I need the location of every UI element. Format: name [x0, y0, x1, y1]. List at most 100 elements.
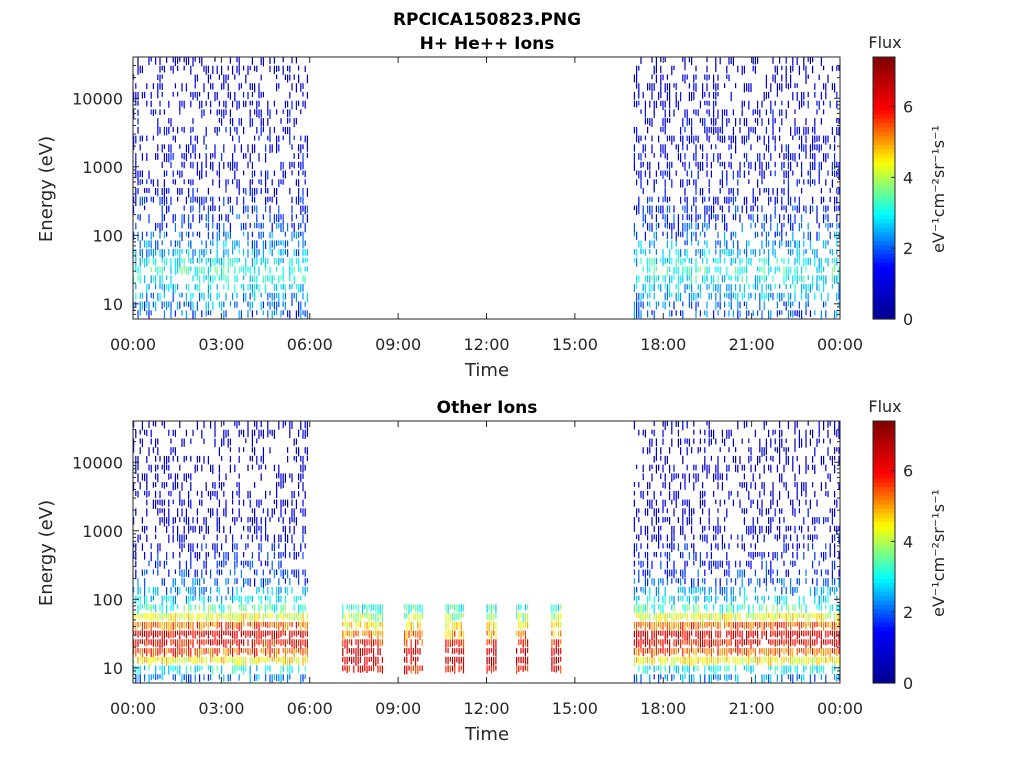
spectrogram-cell: [832, 275, 833, 283]
spectrogram-cell: [175, 223, 176, 232]
spectrogram-cell: [137, 657, 138, 664]
spectrogram-cell: [217, 657, 218, 663]
spectrogram-cell: [201, 543, 202, 551]
spectrogram-cell: [243, 232, 244, 236]
spectrogram-cell: [203, 421, 204, 428]
spectrogram-cell: [190, 666, 191, 672]
spectrogram-cell: [781, 674, 782, 682]
spectrogram-cell: [208, 284, 209, 293]
spectrogram-cell: [252, 92, 253, 97]
spectrogram-cell: [660, 622, 661, 629]
spectrogram-cell: [731, 144, 732, 149]
spectrogram-cell: [783, 596, 784, 606]
spectrogram-cell: [803, 144, 804, 152]
spectrogram-cell: [640, 648, 641, 653]
spectrogram-cell: [761, 604, 762, 610]
spectrogram-cell: [197, 648, 198, 657]
spectrogram-cell: [214, 482, 215, 489]
spectrogram-cell: [221, 302, 222, 311]
spectrogram-cell: [726, 267, 727, 276]
spectrogram-cell: [148, 171, 149, 180]
spectrogram-cell: [291, 223, 292, 228]
spectrogram-cell: [252, 101, 253, 106]
spectrogram-cell: [671, 473, 672, 482]
spectrogram-cell: [761, 552, 762, 560]
spectrogram-cell: [660, 639, 661, 646]
spectrogram-cell: [159, 561, 160, 567]
spectrogram-cell: [709, 526, 710, 530]
spectrogram-cell: [159, 508, 160, 513]
spectrogram-cell: [157, 188, 158, 196]
spectrogram-cell: [662, 508, 663, 513]
spectrogram-cell: [834, 144, 835, 151]
spectrogram-cell: [199, 500, 200, 506]
spectrogram-cell: [265, 197, 266, 205]
colorbar-segment: [873, 302, 895, 307]
spectrogram-cell: [724, 456, 725, 463]
spectrogram-cell: [305, 666, 306, 672]
spectrogram-cell: [173, 604, 174, 611]
spectrogram-cell: [799, 240, 800, 248]
spectrogram-cell: [283, 162, 284, 169]
spectrogram-cell: [717, 75, 718, 81]
spectrogram-cell: [744, 162, 745, 168]
spectrogram-cell: [291, 570, 292, 575]
spectrogram-cell: [239, 613, 240, 622]
spectrogram-cell: [173, 596, 174, 605]
spectrogram-cell: [836, 293, 837, 301]
spectrogram-cell: [223, 223, 224, 232]
spectrogram-cell: [230, 162, 231, 171]
spectrogram-cell: [296, 293, 297, 302]
spectrogram-cell: [634, 570, 635, 575]
spectrogram-cell: [170, 302, 171, 311]
spectrogram-cell: [241, 83, 242, 88]
spectrogram-cell: [682, 517, 683, 525]
spectrogram-cell: [651, 275, 652, 280]
spectrogram-cell: [709, 465, 710, 474]
spectrogram-cell: [651, 517, 652, 526]
spectrogram-cell: [212, 648, 213, 657]
spectrogram-cell: [142, 197, 143, 206]
spectrogram-cell: [673, 674, 674, 679]
spectrogram-cell: [168, 456, 169, 463]
spectrogram-cell: [753, 310, 754, 316]
spectrogram-cell: [766, 578, 767, 586]
spectrogram-cell: [221, 604, 222, 612]
spectrogram-cell: [671, 631, 672, 638]
spectrogram-cell: [250, 517, 251, 522]
colorbar-segment: [873, 227, 895, 232]
spectrogram-cell: [645, 552, 646, 558]
spectrogram-cell: [214, 267, 215, 273]
spectrogram-cell: [208, 275, 209, 285]
spectrogram-cell: [654, 456, 655, 463]
spectrogram-cell: [221, 596, 222, 604]
spectrogram-cell: [654, 535, 655, 540]
spectrogram-cell: [252, 197, 253, 203]
spectrogram-cell: [755, 552, 756, 557]
spectrogram-cell: [140, 66, 141, 74]
spectrogram-cell: [164, 232, 165, 239]
spectrogram-cell: [724, 622, 725, 629]
spectrogram-cell: [733, 310, 734, 317]
spectrogram-cell: [164, 561, 165, 569]
spectrogram-cell: [673, 543, 674, 549]
spectrogram-cell: [151, 465, 152, 473]
spectrogram-cell: [669, 543, 670, 548]
spectrogram-cell: [728, 465, 729, 472]
spectrogram-cell: [770, 526, 771, 533]
spectrogram-cell: [731, 275, 732, 281]
spectrogram-cell: [241, 604, 242, 611]
spectrogram-cell: [247, 491, 248, 499]
spectrogram-cell: [151, 310, 152, 315]
spectrogram-cell: [678, 491, 679, 499]
spectrogram-cell: [137, 578, 138, 587]
spectrogram-cell: [662, 127, 663, 132]
spectrogram-cell: [816, 284, 817, 290]
spectrogram-cell: [252, 439, 253, 447]
spectrogram-cell: [739, 249, 740, 255]
spectrogram-cell: [640, 587, 641, 592]
spectrogram-cell: [643, 162, 644, 167]
spectrogram-cell: [761, 447, 762, 457]
spectrogram-cell: [245, 578, 246, 584]
spectrogram-cell: [208, 206, 209, 215]
